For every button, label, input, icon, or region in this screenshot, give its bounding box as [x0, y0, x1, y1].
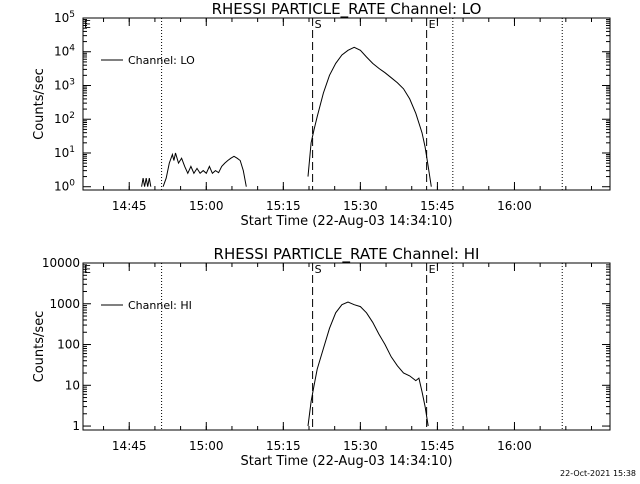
y-tick-label: 104 — [54, 44, 75, 59]
y-axis-label: Counts/sec — [32, 68, 47, 140]
y-tick-label: 103 — [54, 77, 75, 92]
x-tick-label: 14:45 — [112, 199, 147, 213]
x-tick-label: 15:00 — [189, 199, 224, 213]
legend-label: Channel: HI — [128, 299, 192, 312]
y-tick-label: 100 — [54, 179, 75, 194]
y-axis-label: Counts/sec — [32, 311, 47, 383]
y-tick-label: 1000 — [49, 297, 80, 311]
chart-title: RHESSI PARTICLE_RATE Channel: HI — [214, 245, 480, 264]
lo-channel-panel: RHESSI PARTICLE_RATE Channel: LO 100 101 10… — [32, 0, 611, 229]
plot-frame — [82, 17, 611, 191]
y-tick-label: 101 — [54, 145, 75, 160]
marker-label-s: S — [315, 18, 322, 31]
y-tick-label: 102 — [54, 111, 75, 126]
hi-channel-panel: RHESSI PARTICLE_RATE Channel: HI 1 10 100 10… — [32, 245, 611, 469]
x-tick-label: 14:45 — [112, 439, 147, 453]
corner-marker-label: E — [84, 263, 91, 276]
footer-timestamp: 22-Oct-2021 15:38 — [560, 469, 636, 478]
series-line — [141, 178, 152, 187]
x-tick-label: 15:45 — [420, 439, 455, 453]
series-line — [307, 301, 429, 427]
x-tick-label: 15:15 — [266, 439, 301, 453]
legend-label: Channel: LO — [128, 54, 195, 67]
series-line — [307, 46, 432, 187]
x-axis-label: Start Time (22-Aug-03 14:34:10) — [240, 214, 452, 229]
series-line — [162, 152, 247, 187]
x-tick-label: 15:45 — [420, 199, 455, 213]
x-tick-label: 15:30 — [343, 439, 378, 453]
x-tick-label: 16:00 — [497, 439, 532, 453]
marker-label-s: S — [315, 263, 322, 276]
x-axis-label: Start Time (22-Aug-03 14:34:10) — [240, 454, 452, 469]
x-tick-label: 15:00 — [189, 439, 224, 453]
y-tick-label: 10000 — [42, 256, 80, 270]
marker-label-e: E — [429, 263, 436, 276]
y-tick-label: 1 — [72, 419, 80, 433]
x-tick-label: 15:30 — [343, 199, 378, 213]
corner-marker-label: E — [84, 18, 91, 31]
x-tick-label: 15:15 — [266, 199, 301, 213]
y-tick-label: 10 — [65, 378, 80, 392]
x-tick-label: 16:00 — [497, 199, 532, 213]
y-tick-label: 105 — [54, 10, 75, 25]
chart-title: RHESSI PARTICLE_RATE Channel: LO — [212, 0, 482, 19]
y-tick-label: 100 — [57, 338, 80, 352]
marker-label-e: E — [429, 18, 436, 31]
